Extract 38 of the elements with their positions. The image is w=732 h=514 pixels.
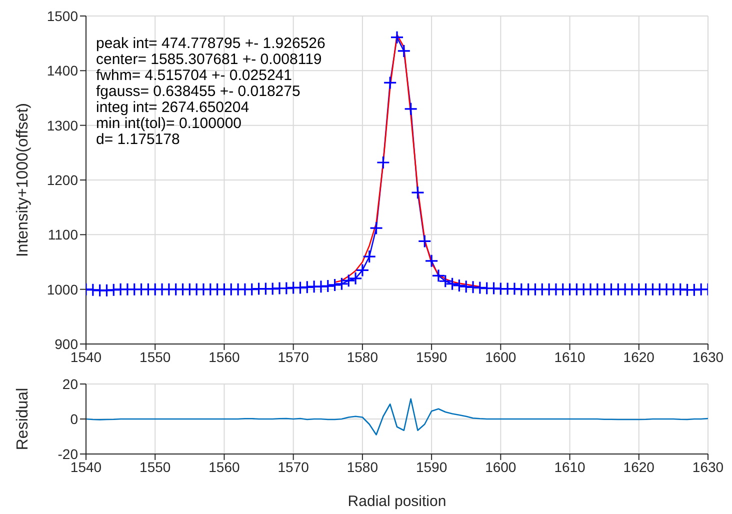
annotation: peak int= 474.778795 +- 1.926526: [96, 35, 326, 52]
x-tick-label: 1630: [692, 458, 724, 475]
y-tick-label: 1100: [48, 226, 78, 243]
x-tick-label: 1570: [278, 348, 310, 365]
x-tick-label: 1570: [278, 458, 310, 475]
x-tick-label: 1560: [208, 458, 240, 475]
annotation: center= 1585.307681 +- 0.008119: [96, 51, 323, 68]
y-axis-title: Residual: [14, 388, 32, 450]
y-tick-label: 1200: [46, 172, 78, 188]
x-tick-label: 1590: [416, 458, 448, 475]
x-tick-label: 1580: [346, 348, 378, 365]
line-series: [86, 398, 708, 436]
x-tick-label: 1590: [416, 348, 448, 365]
y-tick-label: 1500: [46, 8, 78, 24]
annotation: min int(tol)= 0.100000: [96, 115, 243, 132]
x-tick-label: 1630: [692, 348, 724, 365]
annotation: d= 1.175178: [96, 131, 181, 148]
x-axis-title: Radial position: [348, 493, 446, 510]
x-tick-label: 1600: [485, 348, 516, 365]
annotation: fwhm= 4.515704 +- 0.025241: [96, 67, 293, 84]
x-tick-label: 1550: [140, 348, 171, 365]
y-tick-label: 1000: [46, 281, 78, 298]
x-tick-label: 1610: [554, 348, 586, 365]
annotation: fgauss= 0.638455 +- 0.018275: [96, 83, 302, 100]
x-tick-label: 1610: [554, 458, 586, 475]
x-tick-label: 1580: [346, 458, 378, 475]
annotation: integ int= 2674.650204: [96, 99, 250, 116]
x-tick-label: 1620: [623, 348, 655, 365]
y-axis-title: Intensity+1000(offset): [14, 102, 32, 258]
y-tick-label: 1400: [46, 62, 78, 79]
y-tick-label: 1300: [46, 117, 78, 134]
x-tick-label: 1550: [140, 458, 171, 475]
y-tick-label: 0: [70, 410, 78, 427]
y-tick-label: 20: [62, 376, 78, 392]
line-series: [334, 34, 481, 288]
x-tick-label: 1600: [485, 458, 516, 475]
x-tick-label: 1620: [623, 458, 655, 475]
x-tick-label: 1560: [208, 348, 240, 365]
